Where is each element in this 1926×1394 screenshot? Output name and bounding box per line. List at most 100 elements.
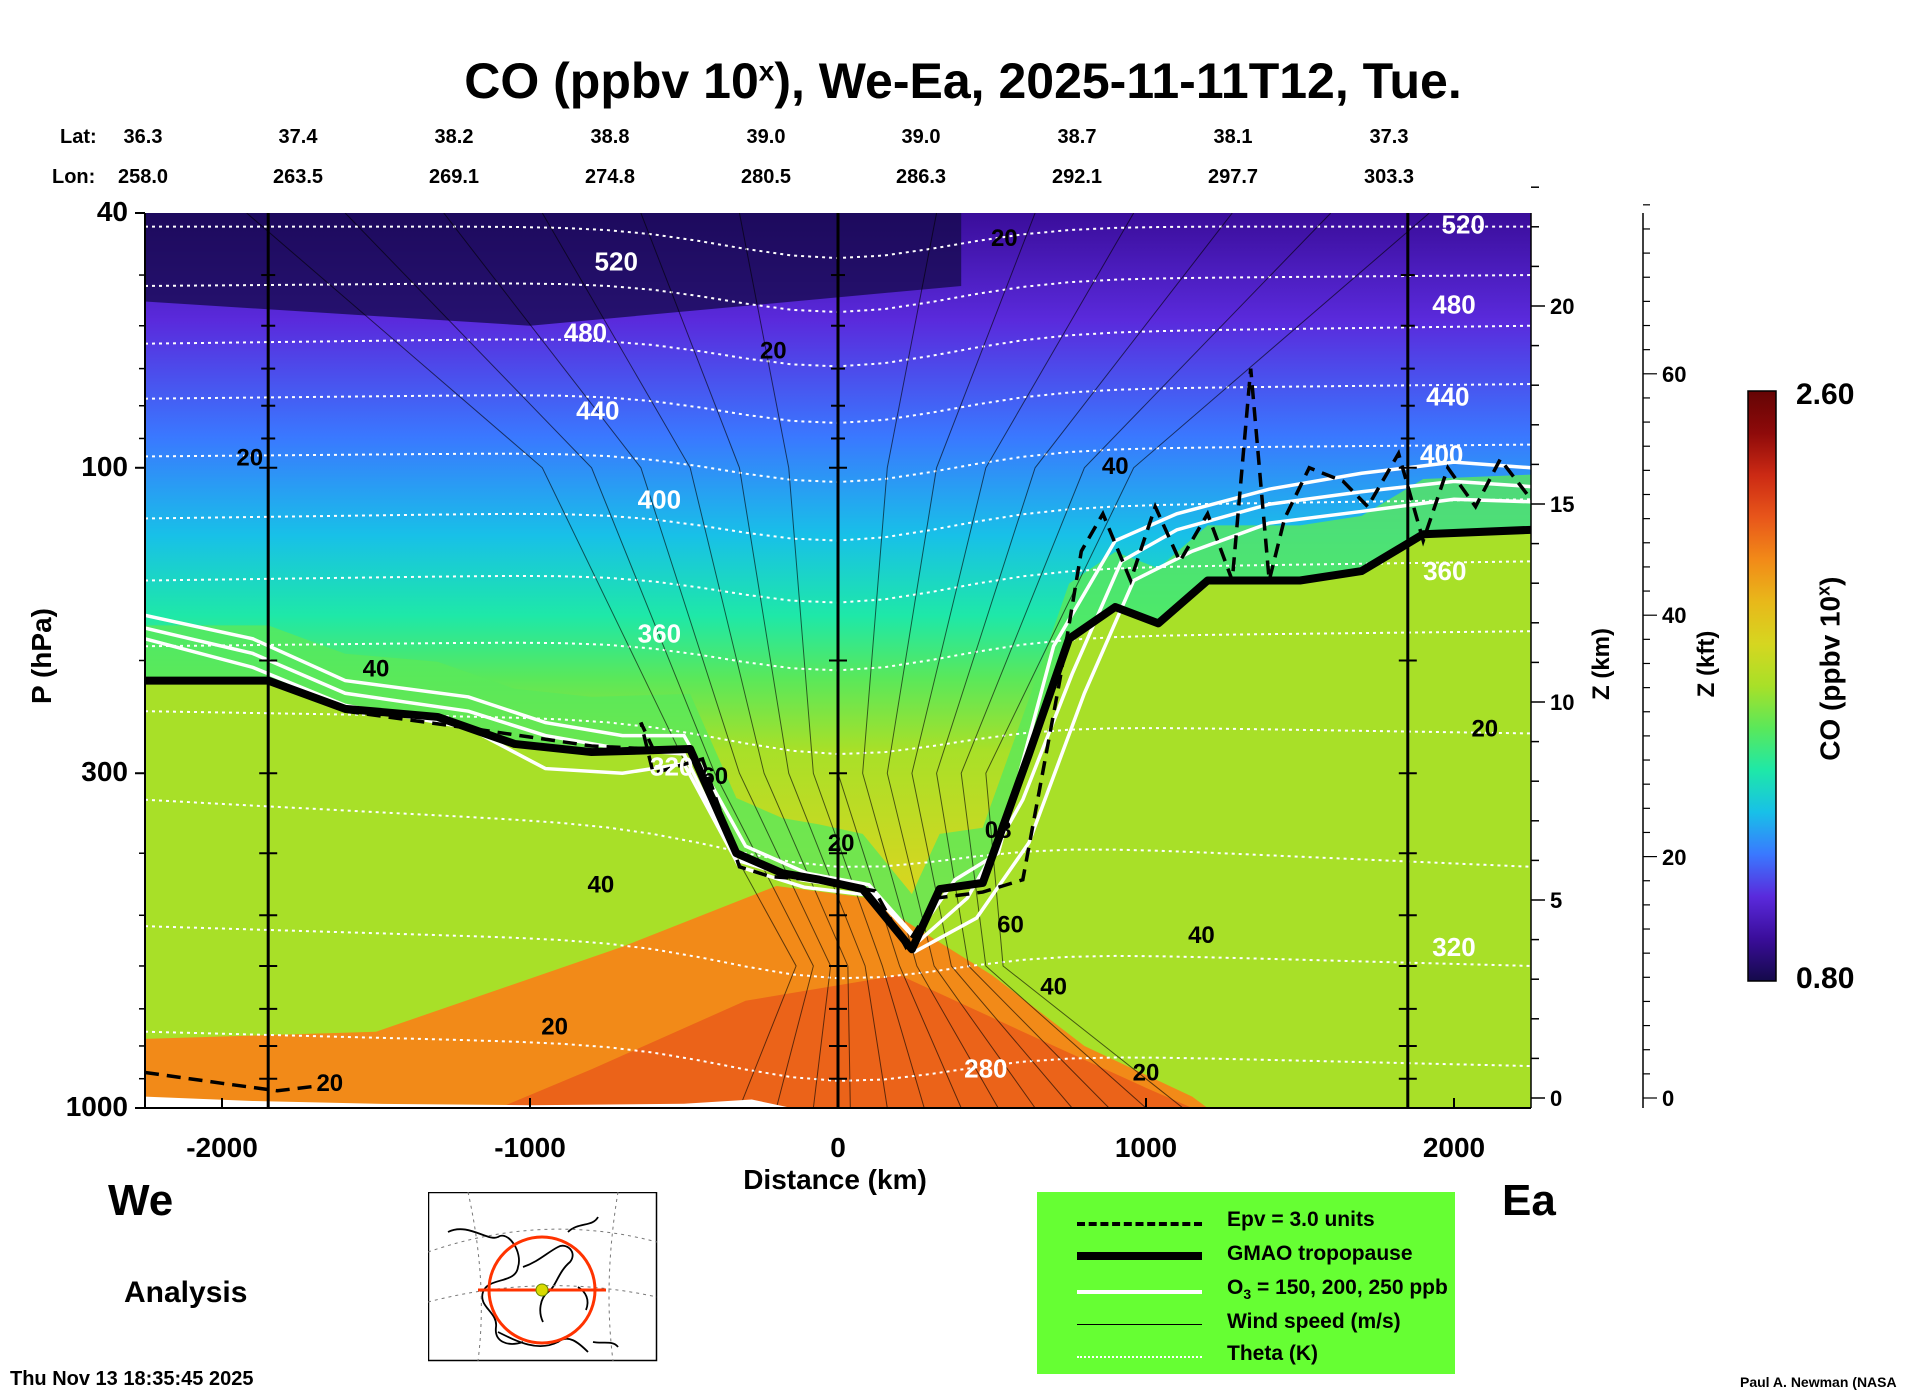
colorbar-min: 0.80 [1796,962,1855,995]
legend-item-tropopause: GMAO tropopause [1037,1240,1455,1272]
wind-contour [344,213,814,1108]
wind-label: 20 [541,1013,568,1040]
thick-line-swatch [1077,1252,1202,1260]
lon-value: 280.5 [740,166,792,188]
theta-label: 280 [964,1054,1007,1084]
analysis-label: Analysis [124,1276,248,1309]
thin-line-swatch [1077,1324,1202,1325]
lat-value: 38.1 [1213,126,1253,148]
wind-label: 20 [236,445,263,472]
lat-value: 38.2 [434,126,474,148]
theta-label: 400 [638,485,681,515]
credit: Paul A. Newman (NASA [1740,1374,1897,1390]
wind-label: 40 [1102,453,1129,480]
wind-label: 20 [991,225,1018,252]
wind-label: 20 [316,1070,343,1097]
co-region-transition [145,474,1531,950]
x-tick-label: 0 [830,1132,846,1163]
wind-label: 40 [363,655,390,682]
y-tick-label: 1000 [65,1091,128,1122]
wind-contour [886,213,1036,1108]
wind-label: 20 [760,338,787,365]
lon-value: 263.5 [272,166,324,188]
theta-label: 320 [1432,932,1475,962]
z-kft-label: Z (kft) [1693,630,1720,698]
lon-value: 269.1 [428,166,480,188]
wind-contour [960,213,1332,1108]
wind-label: 08 [985,817,1012,844]
colorbar-max: 2.60 [1796,378,1855,411]
z-km-tick-label: 0 [1550,1086,1563,1111]
wind-contour [985,213,1430,1108]
lat-value: 37.3 [1369,126,1409,148]
z-kft-tick-label: 60 [1662,361,1687,387]
y-axis-label: P (hPa) [26,608,57,704]
wind-label: 40 [1188,922,1215,949]
lon-value: 297.7 [1207,166,1259,188]
z-kft-tick-label: 40 [1662,603,1687,629]
wind-label: 40 [1040,974,1067,1001]
lat-value: 36.3 [123,126,163,148]
lat-value: 38.7 [1057,126,1097,148]
co-region-low [145,213,962,326]
z-kft-tick-label: 0 [1662,1086,1675,1111]
lon-label: Lon: [52,166,96,188]
legend-label: O3 = 150, 200, 250 ppb [1227,1276,1448,1303]
theta-label: 440 [576,395,619,425]
legend-item-epv: Epv = 3.0 units [1037,1206,1455,1238]
theta-contour [145,798,1531,868]
wind-contour [640,213,888,1108]
z-km-tick-label: 5 [1550,888,1563,913]
ozone-contour [145,479,1531,945]
z-km-tick-label: 20 [1550,294,1575,319]
lon-value: 303.3 [1363,166,1415,188]
theta-label: 440 [1426,382,1469,412]
legend: Epv = 3.0 units GMAO tropopause O3 = 150… [1037,1192,1455,1374]
legend-item-wind: Wind speed (m/s) [1037,1308,1455,1340]
chart-title: CO (ppbv 10x), We-Ea, 2025-11-11T12, Tue… [464,53,1462,109]
theta-label: 360 [1423,556,1466,586]
wind-contour [911,213,1135,1108]
theta-label: 400 [1420,439,1463,469]
y-tick-label: 40 [96,196,128,227]
x-axis-label: Distance (km) [743,1164,927,1195]
legend-label: Wind speed (m/s) [1227,1310,1401,1333]
dashed-line-swatch [1077,1222,1202,1226]
co-region-plume-core [499,975,1193,1108]
wind-label: 40 [587,871,614,898]
wind-label: 20 [828,830,855,857]
co-region-troposphere [145,529,1531,1108]
lon-value: 292.1 [1051,166,1103,188]
theta-contour [145,925,1531,980]
y-tick-label: 100 [81,450,128,482]
lon-value: 286.3 [895,166,947,188]
wind-contour [738,213,925,1108]
wind-label: 20 [1133,1059,1160,1086]
x-tick-label: 2000 [1422,1132,1486,1163]
lat-value: 37.4 [278,126,318,148]
lat-value: 38.8 [590,126,630,148]
tropopause-line [145,525,1531,954]
colorbar [1747,390,1777,982]
lon-value: 258.0 [117,166,169,188]
theta-label: 320 [650,751,693,781]
lat-value: 39.0 [901,126,941,148]
theta-label: 520 [595,247,638,277]
x-tick-label: -2000 [186,1132,258,1163]
epv-contour [282,368,1531,951]
theta-label: 360 [638,619,681,649]
east-label: Ea [1502,1176,1556,1225]
legend-item-ozone: O3 = 150, 200, 250 ppb [1037,1274,1455,1306]
wind-contour [443,213,832,1108]
white-line-swatch [1077,1290,1202,1294]
wind-contour [862,213,999,1108]
z-km-tick-label: 15 [1550,492,1575,517]
lat-value: 39.0 [746,126,786,148]
z-kft-tick-label: 20 [1662,844,1687,870]
wind-label: 20 [1471,716,1498,743]
lon-value: 274.8 [584,166,636,188]
wind-contour [936,213,1233,1108]
x-tick-label: 1000 [1114,1132,1178,1163]
theta-label: 480 [564,318,607,348]
